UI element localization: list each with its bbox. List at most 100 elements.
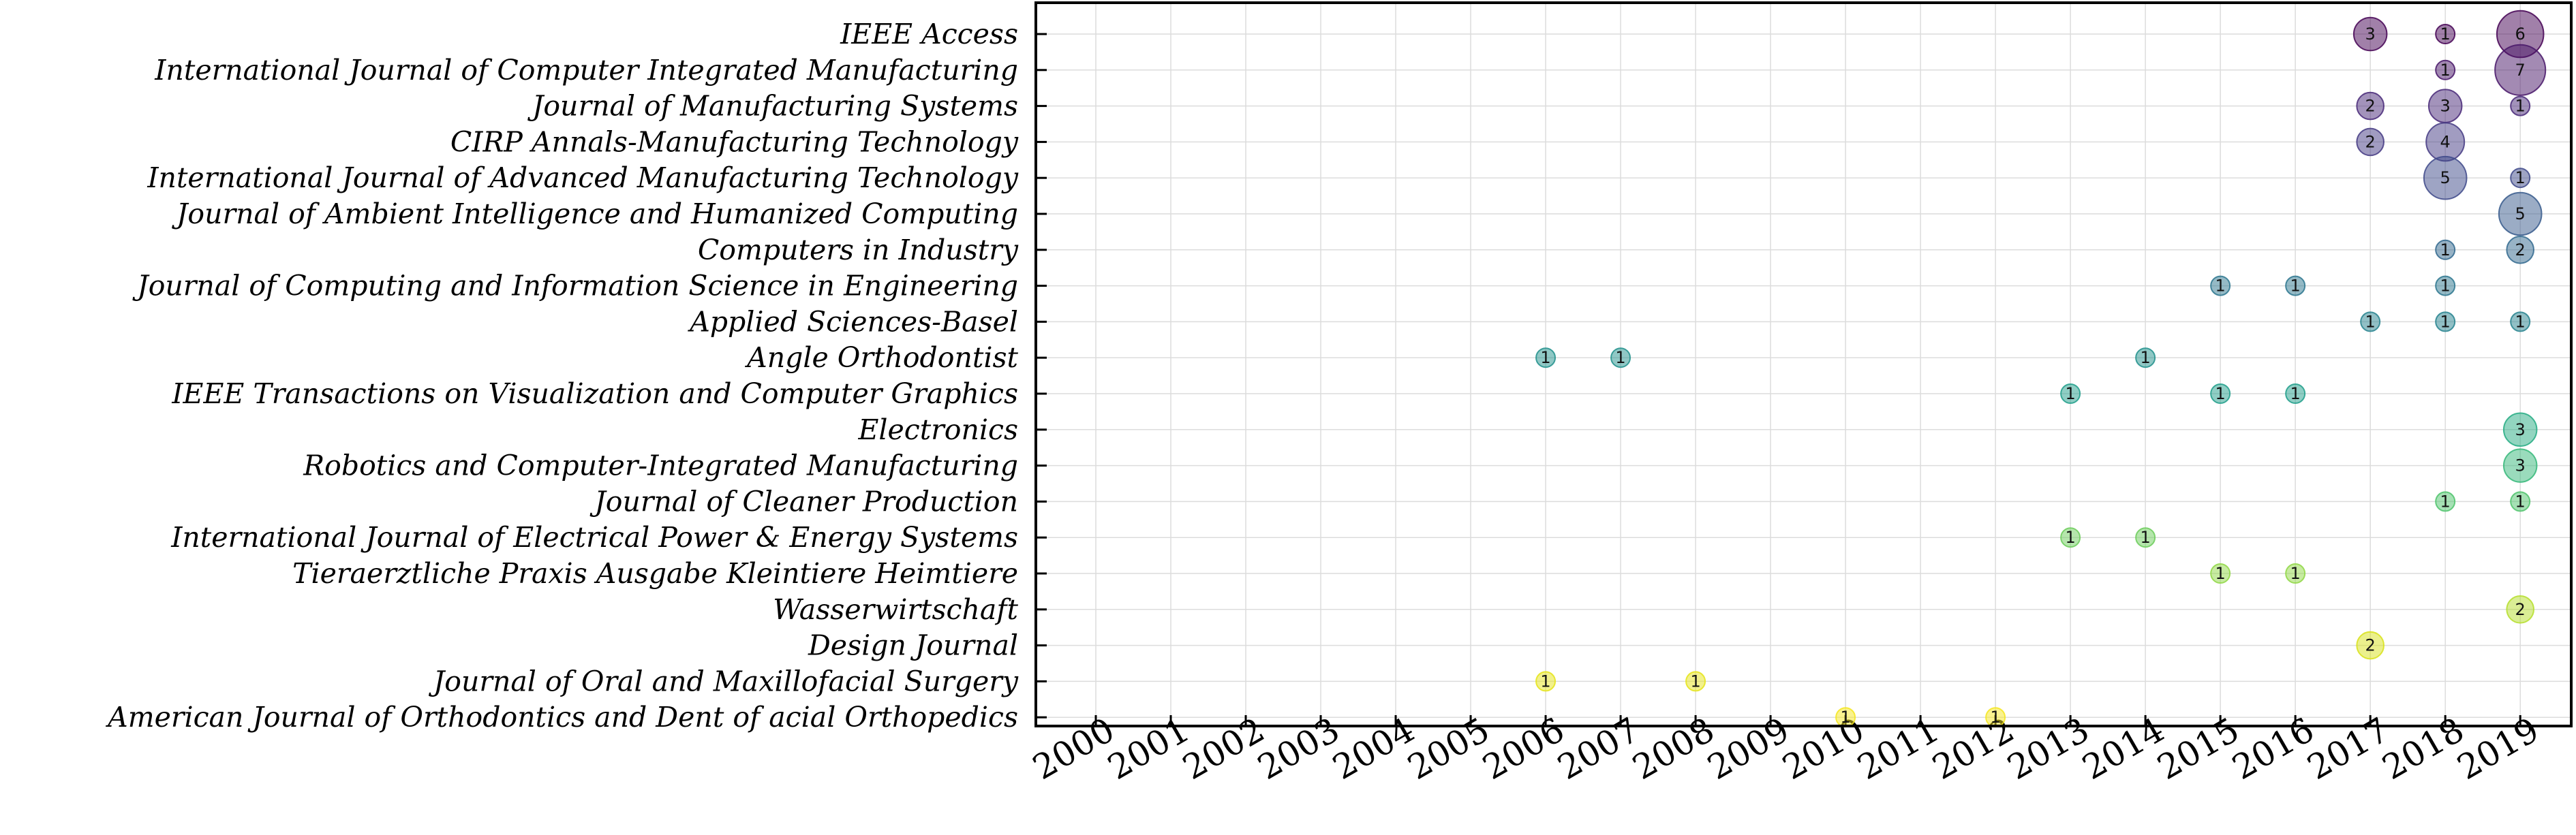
bubble (2285, 383, 2306, 404)
bubble (2435, 311, 2456, 332)
bubble-count-label: 2 (2365, 132, 2376, 151)
bubble (2435, 491, 2456, 512)
bubble-count-label: 1 (2440, 25, 2451, 44)
bubble (1535, 347, 1557, 368)
x-tick-label: 2017 (2301, 710, 2395, 787)
bubble-count-label: 1 (2290, 277, 2301, 296)
x-tick-label: 2008 (1626, 710, 1721, 787)
bubble (2494, 44, 2547, 96)
bubble-count-label: 3 (2440, 97, 2451, 116)
bubble-count-label: 1 (2215, 564, 2226, 583)
bubble (2506, 236, 2534, 264)
bubble (1685, 671, 1706, 692)
bubble-count-label: 3 (2515, 456, 2526, 475)
bubble-count-label: 5 (2515, 204, 2526, 223)
bubble-count-label: 1 (2440, 492, 2451, 511)
bubble (2510, 168, 2531, 189)
bubble-count-label: 1 (2440, 240, 2451, 259)
bubble (1535, 671, 1557, 692)
journal-label: Wasserwirtschaft (773, 593, 1018, 626)
journal-label: Journal of Cleaner Production (589, 485, 1018, 518)
bubble (2435, 275, 2456, 296)
bubble (2285, 275, 2306, 296)
bubble-count-label: 7 (2515, 61, 2526, 80)
journal-label: Journal of Computing and Information Sci… (132, 270, 1018, 302)
bubble-count-label: 1 (2515, 312, 2526, 331)
journal-label: International Journal of Electrical Powe… (170, 521, 1018, 554)
journal-label: Computers in Industry (698, 234, 1019, 266)
bubble (2502, 412, 2538, 447)
x-tick-label: 2012 (1926, 710, 2021, 787)
journal-label: Journal of Oral and Maxillofacial Surger… (429, 665, 1019, 697)
bubble-count-label: 1 (2065, 528, 2075, 547)
bubble-count-label: 1 (1615, 348, 1625, 367)
bubble (2510, 311, 2531, 332)
bubble (2210, 383, 2231, 404)
x-tick-label: 2014 (2076, 710, 2171, 787)
bubble-count-label: 2 (2515, 600, 2526, 619)
bubble (2510, 95, 2531, 116)
bubble (2060, 527, 2081, 548)
bubble-count-label: 1 (1990, 708, 2000, 727)
bubble-count-label: 3 (2365, 25, 2376, 44)
bubble (2135, 527, 2156, 548)
bubble-count-label: 1 (1540, 672, 1550, 691)
bubble-count-label: 2 (2365, 97, 2376, 116)
bubble (2435, 239, 2456, 260)
bubble-count-label: 1 (2290, 564, 2301, 583)
bubble-count-label: 1 (1690, 672, 1700, 691)
bubble (2506, 595, 2534, 624)
bubble-count-label: 1 (2440, 61, 2451, 80)
bubble-count-label: 1 (2141, 528, 2151, 547)
x-tick-label: 2013 (2001, 710, 2096, 787)
x-tick-label: 2019 (2451, 710, 2545, 787)
journal-label: Angle Orthodontist (744, 341, 1018, 374)
bubble (2356, 631, 2385, 660)
bubble (2423, 155, 2468, 200)
bubble-count-label: 1 (2515, 168, 2526, 187)
x-tick-label: 2001 (1101, 710, 1196, 787)
x-tick-label: 2003 (1251, 710, 1346, 787)
bubble-count-label: 6 (2515, 25, 2526, 44)
journal-label: Design Journal (808, 629, 1018, 662)
bubble-count-label: 5 (2440, 168, 2451, 187)
bubble (2285, 563, 2306, 584)
grid-lines (1036, 3, 2571, 726)
journal-label: Tieraerztliche Praxis Ausgabe Kleintiere… (292, 557, 1018, 590)
x-tick-label: 2002 (1176, 710, 1271, 787)
bubble (2356, 127, 2385, 157)
bubble-count-label: 3 (2515, 420, 2526, 439)
journal-label: American Journal of Orthodontics and Den… (105, 701, 1018, 734)
bubble-count-label: 1 (2440, 277, 2451, 296)
bubble (2435, 59, 2456, 80)
journal-labels: IEEE Access International Journal of Comp… (105, 18, 1019, 734)
bubble-count-label: 1 (1540, 348, 1550, 367)
bubble (2060, 383, 2081, 404)
bubble (2360, 311, 2381, 332)
bubble-count-label: 1 (2215, 277, 2226, 296)
bubble (1610, 347, 1631, 368)
x-tick-label: 2000 (1026, 710, 1121, 787)
bubble-count-label: 1 (1840, 708, 1850, 727)
journal-label: Applied Sciences-Basel (687, 305, 1018, 338)
x-tick-label: 2005 (1401, 710, 1496, 787)
journal-label: Electronics (857, 413, 1018, 446)
journal-label: Robotics and Computer-Integrated Manufac… (303, 450, 1018, 482)
bubble (2352, 16, 2388, 52)
x-tick-label: 2004 (1326, 710, 1421, 787)
journal-label: International Journal of Computer Integr… (154, 54, 1018, 86)
bubble (2210, 563, 2231, 584)
x-tick-label: 2009 (1701, 710, 1796, 787)
bubble-count-label: 1 (2440, 312, 2451, 331)
bubble-count-label: 1 (2141, 348, 2151, 367)
bubble-count-label: 1 (2065, 384, 2075, 403)
x-tick-label: 2011 (1851, 710, 1946, 787)
bubble-count-label: 1 (2365, 312, 2376, 331)
bubbles: 3 1 6 1 7 2 3 1 2 4 5 1 5 1 2 1 1 1 1 1 1 1 1 1 1 1 1 3 3 1 1 1 1 1 1 2 2 1 1 1… (1535, 10, 2547, 728)
bubble-count-label: 2 (2515, 240, 2526, 259)
journal-label: IEEE Transactions on Visualization and C… (171, 377, 1018, 410)
plot-frame (1034, 1, 2573, 727)
bubble-count-label: 1 (2515, 97, 2526, 116)
bubble (2498, 191, 2543, 236)
